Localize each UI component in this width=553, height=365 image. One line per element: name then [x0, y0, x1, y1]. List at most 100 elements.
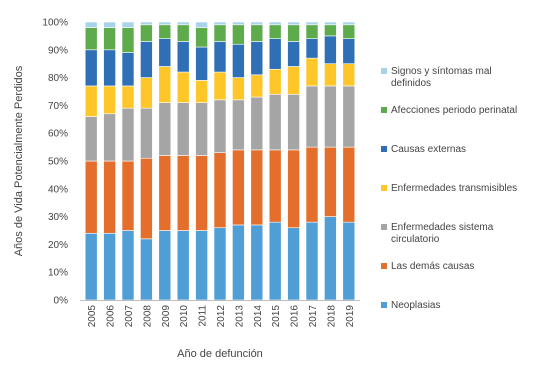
bar-segment — [176, 71, 190, 103]
bar-segment — [158, 66, 172, 103]
bar-segment — [84, 160, 98, 234]
bar-segment — [140, 77, 153, 109]
x-tick-label: 2007 — [124, 305, 135, 328]
bar-segment — [158, 24, 172, 39]
bar-segment — [232, 21, 245, 26]
bar-segment — [324, 24, 337, 37]
y-tick-label: 20% — [48, 240, 68, 251]
bar-segment — [324, 21, 337, 26]
bar-segment — [140, 41, 153, 78]
bar-segment — [342, 146, 356, 223]
bar-segment — [213, 24, 227, 42]
bar-segment — [140, 21, 153, 26]
bar-segment — [268, 93, 282, 151]
bar-segment — [195, 230, 208, 301]
bar-segment — [342, 24, 356, 39]
x-tick-label: 2005 — [87, 305, 98, 328]
bar-segment — [287, 24, 300, 42]
y-tick-label: 80% — [48, 73, 68, 84]
bar-segment — [305, 38, 319, 59]
bar-segment — [213, 71, 227, 101]
y-tick-label: 10% — [48, 268, 68, 279]
bar-segment — [324, 216, 337, 301]
bar-segment — [158, 38, 172, 67]
bar-segment — [305, 221, 319, 301]
legend-label: Neoplasias — [391, 300, 440, 311]
bar-segment — [84, 116, 98, 162]
bar-segment — [305, 57, 319, 87]
legend-swatch — [381, 107, 387, 113]
bar-segment — [103, 160, 116, 234]
bar-segment — [232, 43, 245, 78]
bar-segment — [232, 224, 245, 301]
legend-label: Afecciones periodo perinatal — [391, 105, 517, 116]
bar-segment — [342, 63, 356, 87]
y-tick-label: 60% — [48, 129, 68, 140]
bar-segment — [140, 107, 153, 159]
bar-segment — [121, 52, 135, 87]
bar-segment — [287, 21, 300, 26]
bar-segment — [287, 93, 300, 151]
bar-segment — [121, 160, 135, 231]
bar-segment — [84, 85, 98, 117]
bar-segment — [250, 224, 264, 301]
bar-segment — [103, 232, 116, 301]
bar-segment — [232, 149, 245, 226]
x-tick-label: 2013 — [234, 305, 245, 328]
y-axis-ticks: 0% 10% 20% 30% 40% 50% 60% 70% 80% 90% 100% — [42, 18, 68, 307]
bar-segment — [121, 107, 135, 162]
x-tick-label: 2015 — [271, 305, 282, 328]
bar-segment — [121, 21, 135, 28]
bar-segment — [121, 85, 135, 109]
bar-segment — [250, 41, 264, 76]
bar-segment — [305, 24, 319, 39]
y-tick-label: 30% — [48, 212, 68, 223]
bar-segment — [268, 24, 282, 39]
bar-segment — [268, 221, 282, 301]
bar-segment — [268, 21, 282, 26]
bar-segment — [121, 230, 135, 301]
x-axis-ticks: 2005 2006 2007 2008 2009 2010 2011 2012 2013 2014… — [87, 305, 356, 328]
bar-segment — [324, 85, 337, 148]
bar-segment — [158, 230, 172, 301]
bar-segment — [84, 49, 98, 87]
bar-segment — [342, 21, 356, 26]
bar-segment — [213, 227, 227, 301]
bar-segment — [176, 41, 190, 73]
y-tick-label: 0% — [54, 296, 69, 307]
bar-segment — [103, 27, 116, 51]
bar-segment — [176, 230, 190, 301]
bar-segment — [84, 21, 98, 28]
bar-segment — [84, 27, 98, 51]
legend-swatch — [381, 68, 387, 74]
legend-label: Las demás causas — [391, 261, 474, 272]
x-tick-label: 2017 — [308, 305, 319, 328]
bar-segment — [195, 80, 208, 103]
bar-segment — [213, 152, 227, 229]
bar-segment — [213, 21, 227, 26]
x-tick-label: 2018 — [326, 305, 337, 328]
bar-segment — [103, 85, 116, 115]
bar-segment — [342, 85, 356, 148]
x-tick-label: 2011 — [198, 305, 209, 327]
bar-segment — [213, 99, 227, 153]
bar-segment — [195, 21, 208, 28]
bar-segment — [250, 96, 264, 151]
bar-segment — [195, 46, 208, 81]
legend-swatch — [381, 302, 387, 308]
x-axis-title: Año de defunción — [177, 348, 263, 360]
bar-segment — [195, 155, 208, 231]
bar-segment — [195, 102, 208, 156]
bar-segment — [305, 146, 319, 223]
legend-label: Signos y síntomas mal definidos — [391, 66, 492, 89]
bar-segment — [103, 21, 116, 28]
bar-segment — [213, 41, 227, 73]
bars-layer — [84, 21, 356, 301]
y-tick-label: 90% — [48, 45, 68, 56]
bar-segment — [250, 74, 264, 98]
bar-segment — [158, 102, 172, 156]
bar-segment — [268, 68, 282, 95]
bar-segment — [287, 149, 300, 229]
bar-segment — [250, 21, 264, 26]
